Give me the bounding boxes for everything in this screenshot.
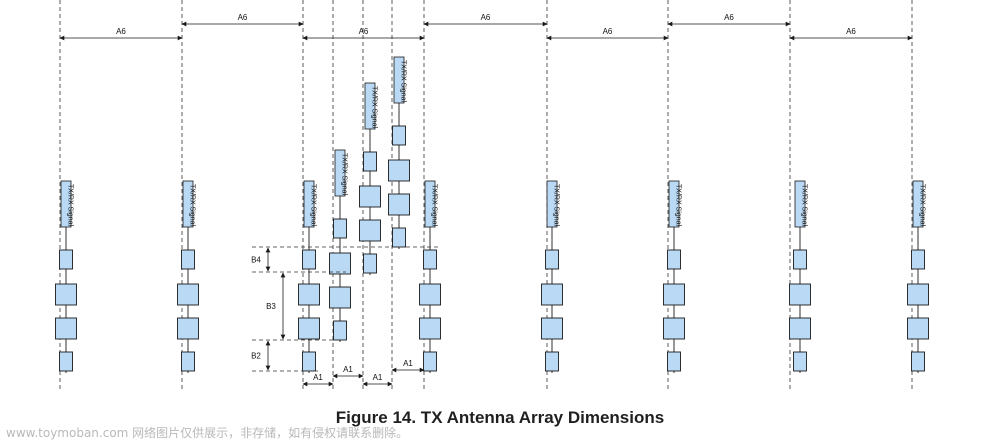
b2-dimension-label: B2 — [251, 352, 261, 361]
antenna-element: TX/RX Signal — [329, 149, 351, 342]
signal-label: TX/RX Signal — [189, 184, 196, 226]
a6-dimension-label: A6 — [724, 13, 734, 22]
patch — [667, 351, 681, 372]
patch — [59, 249, 73, 270]
patch — [363, 151, 377, 172]
patch — [181, 249, 195, 270]
patch — [663, 283, 685, 306]
patch — [333, 218, 347, 239]
patch — [789, 317, 811, 340]
patch — [359, 219, 381, 242]
patch — [419, 283, 441, 306]
a6-dimension-label: A6 — [238, 13, 248, 22]
patch — [55, 283, 77, 306]
signal-label: TX/RX Signal — [801, 184, 808, 226]
patch — [359, 185, 381, 208]
patch — [392, 125, 406, 146]
a1-dimension-label: A1 — [403, 359, 413, 368]
dimension-annotations: A6 A6 A6 A6 A6 A6 A6 A1 A1 A1 A1 B4 B3 B2 — [59, 13, 913, 387]
patch — [541, 317, 563, 340]
signal-label: TX/RX Signal — [553, 184, 560, 226]
patch — [423, 351, 437, 372]
patch — [911, 249, 925, 270]
patch — [423, 249, 437, 270]
patch — [363, 253, 377, 274]
a1-dimension-label: A1 — [343, 365, 353, 374]
patch — [329, 252, 351, 275]
antenna-element: TX/RX Signal — [359, 82, 381, 275]
patch — [907, 283, 929, 306]
patch — [793, 351, 807, 372]
signal-label: TX/RX Signal — [400, 60, 407, 102]
patch — [392, 227, 406, 248]
antenna-element: TX/RX Signal — [177, 180, 199, 373]
a1-dimension-label: A1 — [373, 373, 383, 382]
a1-dimension-label: A1 — [313, 373, 323, 382]
patch — [388, 159, 410, 182]
patch — [911, 351, 925, 372]
patch — [177, 283, 199, 306]
signal-label: TX/RX Signal — [675, 184, 682, 226]
antenna-element: TX/RX Signal — [663, 180, 685, 373]
a6-dimension-label: A6 — [481, 13, 491, 22]
patch — [333, 320, 347, 341]
patch — [545, 351, 559, 372]
signal-label: TX/RX Signal — [919, 184, 926, 226]
patch — [663, 317, 685, 340]
signal-label: TX/RX Signal — [431, 184, 438, 226]
signal-label: TX/RX Signal — [67, 184, 74, 226]
patch — [302, 249, 316, 270]
patch — [55, 317, 77, 340]
antenna-elements: TX/RX Signal TX/RX Signal TX/RX Signal TX/R… — [55, 56, 929, 373]
patch — [298, 283, 320, 306]
a6-dimension-label: A6 — [359, 27, 369, 36]
antenna-element: TX/RX Signal — [419, 180, 441, 373]
patch — [541, 283, 563, 306]
a6-dimension-label: A6 — [603, 27, 613, 36]
antenna-element: TX/RX Signal — [55, 180, 77, 373]
patch — [667, 249, 681, 270]
patch — [388, 193, 410, 216]
signal-label: TX/RX Signal — [310, 184, 317, 226]
signal-label: TX/RX Signal — [341, 153, 348, 195]
antenna-element: TX/RX Signal — [298, 180, 320, 373]
antenna-element: TX/RX Signal — [789, 180, 811, 373]
patch — [545, 249, 559, 270]
patch — [419, 317, 441, 340]
antenna-element: TX/RX Signal — [541, 180, 563, 373]
b4-dimension-label: B4 — [251, 256, 261, 265]
patch — [181, 351, 195, 372]
patch — [329, 286, 351, 309]
patch — [59, 351, 73, 372]
b3-dimension-label: B3 — [266, 302, 276, 311]
patch — [177, 317, 199, 340]
patch — [789, 283, 811, 306]
figure-caption: Figure 14. TX Antenna Array Dimensions — [335, 408, 665, 427]
watermark-text: www.toymoban.com 网络图片仅供展示，非存储，如有侵权请联系删除。 — [6, 426, 409, 440]
patch — [793, 249, 807, 270]
a6-dimension-label: A6 — [846, 27, 856, 36]
antenna-element: TX/RX Signal — [907, 180, 929, 373]
patch — [302, 351, 316, 372]
a6-dimension-label: A6 — [116, 27, 126, 36]
signal-label: TX/RX Signal — [371, 86, 378, 128]
patch — [907, 317, 929, 340]
patch — [298, 317, 320, 340]
